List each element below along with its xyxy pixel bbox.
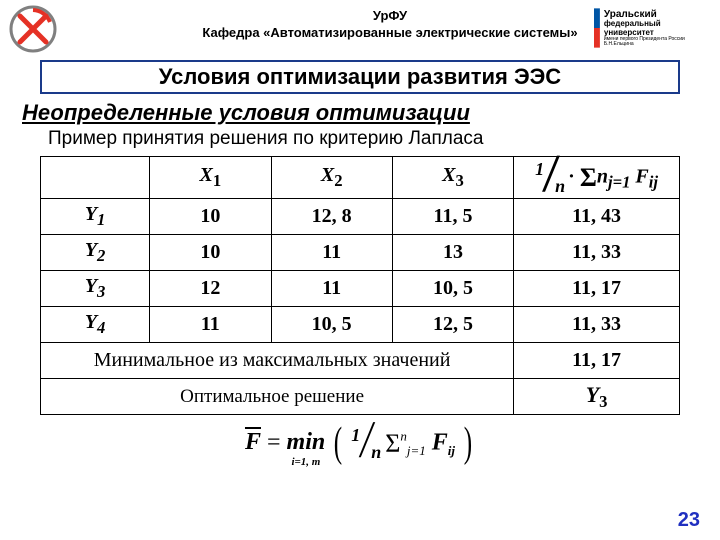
table-footer-min: Минимальное из максимальных значений 11,… [41, 343, 680, 379]
urfu-logo-icon [6, 2, 60, 56]
table-header-row: X1 X2 X3 1╱n · Σnj=1 Fij [41, 157, 680, 199]
laplace-table: X1 X2 X3 1╱n · Σnj=1 Fij Y1 10 12, 8 11,… [40, 156, 680, 415]
table-footer-optimal: Оптимальное решение Y3 [41, 379, 680, 415]
slide-header: УрФУ Кафедра «Автоматизированные электри… [0, 0, 720, 58]
table-row: Y4 11 10, 5 12, 5 11, 33 [41, 307, 680, 343]
table-row: Y3 12 11 10, 5 11, 17 [41, 271, 680, 307]
table-row: Y2 10 11 13 11, 33 [41, 235, 680, 271]
table-row: Y1 10 12, 8 11, 5 11, 43 [41, 199, 680, 235]
slide-title: Условия оптимизации развития ЭЭС [40, 60, 680, 94]
formula: F = min i=1, m ( 1 ╱ n Σnj=1 Fij ) [0, 427, 720, 461]
example-caption: Пример принятия решения по критерию Лапл… [0, 128, 720, 150]
subtitle: Неопределенные условия оптимизации [0, 100, 720, 126]
logo-bar-icon [594, 8, 600, 48]
page-number: 23 [678, 509, 700, 532]
urfu-text-logo: Уральский федеральный университет имени … [594, 6, 714, 50]
